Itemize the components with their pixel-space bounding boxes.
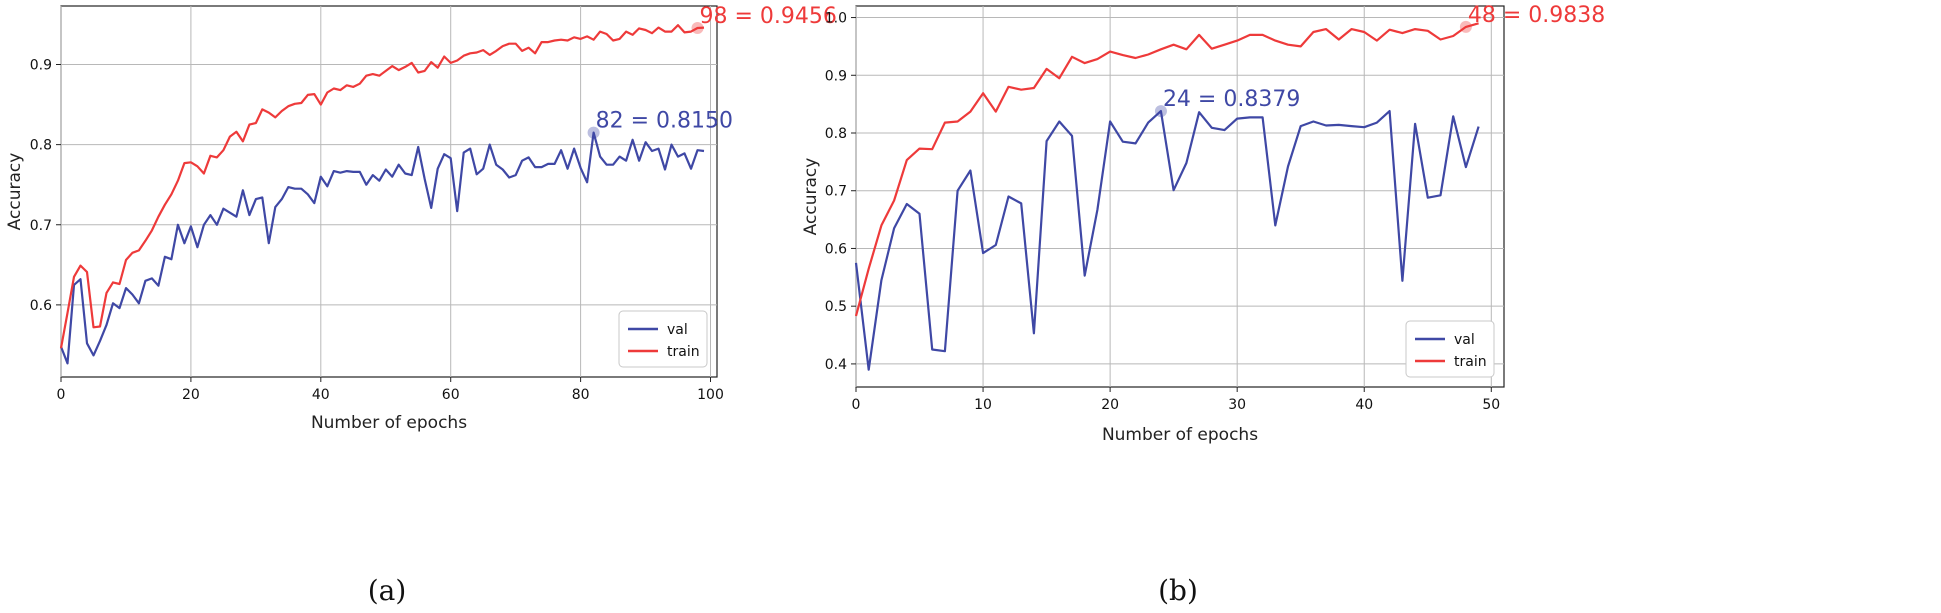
series-line-train xyxy=(59,24,705,349)
annotation-label-train: 48 = 0.9838 xyxy=(1468,3,1605,28)
series-line-val xyxy=(59,131,705,365)
x-tick-label: 40 xyxy=(312,387,330,403)
legend-label-train: train xyxy=(1454,354,1487,370)
x-tick-label: 10 xyxy=(974,397,992,413)
annotations-b: 24 = 0.8379 48 = 0.9838 xyxy=(1154,3,1605,118)
y-tick-label: 0.9 xyxy=(825,68,847,84)
ticks-a: 0 20 40 60 80 100 0.6 0.7 0.8 0.9 xyxy=(30,57,724,403)
legend-label-val: val xyxy=(1454,332,1475,348)
annotation-marker-val xyxy=(587,126,600,139)
grid-a xyxy=(60,6,717,377)
x-tick-label: 50 xyxy=(1482,397,1500,413)
annotation-label-train: 98 = 0.9456 xyxy=(700,4,837,29)
y-tick-label: 0.7 xyxy=(825,184,847,200)
y-axis-label-b: Accuracy xyxy=(801,158,821,236)
x-tick-label: 30 xyxy=(1228,397,1246,413)
annotation-marker-val xyxy=(1154,105,1167,118)
x-tick-label: 20 xyxy=(182,387,200,403)
ticks-b: 0 10 20 30 40 50 0.4 0.5 0.6 0.7 0.8 0.9 1.0 xyxy=(825,11,1500,413)
legend-b: val train xyxy=(1405,320,1495,378)
x-tick-label: 0 xyxy=(57,387,66,403)
y-tick-label: 1.0 xyxy=(825,11,847,27)
annotation-label-val: 82 = 0.8150 xyxy=(596,109,733,134)
y-tick-label: 0.8 xyxy=(30,138,52,154)
annotation-label-val: 24 = 0.8379 xyxy=(1163,87,1300,112)
series-a xyxy=(59,24,705,365)
caption-a: (a) xyxy=(368,574,407,607)
y-tick-label: 0.5 xyxy=(825,299,847,315)
y-tick-label: 0.6 xyxy=(30,298,52,314)
annotation-marker-train xyxy=(1459,20,1472,33)
legend-a: val train xyxy=(618,310,708,368)
y-axis-label-a: Accuracy xyxy=(5,153,25,231)
x-tick-label: 60 xyxy=(442,387,460,403)
y-tick-label: 0.9 xyxy=(30,57,52,73)
x-tick-label: 80 xyxy=(572,387,590,403)
y-tick-label: 0.6 xyxy=(825,241,847,257)
legend-label-val: val xyxy=(667,322,688,338)
legend-box xyxy=(618,310,708,368)
x-tick-label: 0 xyxy=(852,397,861,413)
x-tick-label: 20 xyxy=(1101,397,1119,413)
series-line-val xyxy=(854,109,1480,371)
legend-box xyxy=(1405,320,1495,378)
annotation-marker-train xyxy=(691,21,704,34)
x-axis-label-a: Number of epochs xyxy=(311,413,467,433)
chart-panel-b: 0 10 20 30 40 50 0.4 0.5 0.6 0.7 0.8 0.9 1.0 24 = 0.… xyxy=(801,3,1605,607)
x-tick-label: 100 xyxy=(697,387,724,403)
chart-panel-a: 0 20 40 60 80 100 0.6 0.7 0.8 0.9 82 = 0.8150 98 =… xyxy=(5,4,837,607)
caption-b: (b) xyxy=(1158,574,1198,607)
y-tick-label: 0.4 xyxy=(825,357,847,373)
x-axis-label-b: Number of epochs xyxy=(1102,425,1258,445)
series-line-train xyxy=(854,22,1479,317)
legend-label-train: train xyxy=(667,344,700,360)
y-tick-label: 0.8 xyxy=(825,126,847,142)
series-b xyxy=(854,22,1480,371)
annotations-a: 82 = 0.8150 98 = 0.9456 xyxy=(587,4,837,139)
x-tick-label: 40 xyxy=(1355,397,1373,413)
y-tick-label: 0.7 xyxy=(30,218,52,234)
